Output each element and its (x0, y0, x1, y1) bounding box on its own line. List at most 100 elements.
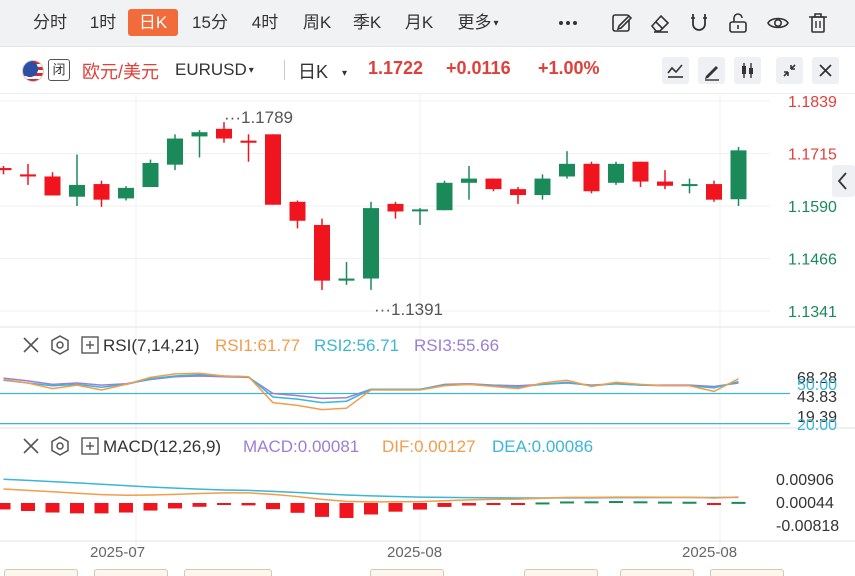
macd-histogram-bar (192, 503, 207, 507)
tab-weekly[interactable]: 周K (302, 13, 332, 32)
bottom-tab[interactable] (620, 569, 694, 576)
rsi-axis-tick: 50.00 (797, 377, 837, 394)
candle-body (412, 209, 428, 212)
bottom-tab-strip (0, 569, 855, 576)
macd-histogram-bar (413, 503, 427, 510)
macd-histogram-bar (707, 503, 721, 505)
eye-icon[interactable] (766, 11, 790, 35)
macd-histogram-bar (584, 501, 599, 504)
rsi-axis-tick: 43.83 (797, 389, 837, 406)
candle-body (559, 163, 575, 177)
rsi1-value: RSI1:61.77 (215, 336, 300, 355)
tab-daily[interactable]: 日K (128, 9, 178, 36)
candle-body (0, 168, 12, 171)
macd-header: MACD(12,26,9) MACD:0.00081 DIF:0.00127 D… (23, 436, 593, 456)
rsi-close-icon[interactable] (23, 337, 39, 353)
price-axis-tick: 1.1590 (788, 199, 837, 216)
macd-histogram-bar (0, 503, 11, 510)
tab-more[interactable]: 更多 ▾ (448, 9, 508, 36)
kline-chart[interactable]: 1.1839 1.1715 1.1590 1.1466 1.1341 68.2850.0… (0, 93, 855, 569)
bottom-tab[interactable] (4, 569, 78, 576)
candle-body (436, 182, 453, 211)
macd-histogram-bar (21, 503, 35, 511)
candle-body (44, 176, 61, 196)
close-icon[interactable] (812, 57, 839, 84)
macd-histogram-bar (658, 501, 672, 504)
macd-histogram-bar (94, 503, 109, 514)
more-icon[interactable] (556, 11, 580, 35)
rsi-expand-icon[interactable] (81, 336, 99, 354)
collapse-icon[interactable] (776, 57, 803, 84)
macd-value: MACD:0.00081 (243, 437, 359, 456)
macd-axis-tick: 0.00906 (776, 472, 834, 489)
candle-body (363, 208, 379, 279)
lock-icon[interactable] (726, 11, 750, 35)
candle-body (338, 278, 355, 281)
tab-monthly[interactable]: 月K (404, 13, 434, 32)
price-change-pct: +1.00% (538, 58, 600, 78)
candle-body (20, 174, 36, 177)
bottom-tab[interactable] (184, 569, 272, 576)
eraser-icon[interactable] (648, 11, 672, 35)
bottom-tab[interactable] (710, 569, 784, 576)
rsi-title: RSI(7,14,21) (103, 336, 199, 355)
rsi2-value: RSI2:56.71 (314, 336, 399, 355)
us-eu-flag-icon (22, 60, 44, 82)
period-selector[interactable]: 日K ▾ (298, 58, 347, 84)
rsi2-line (3, 373, 739, 404)
macd-close-icon[interactable] (23, 438, 39, 454)
candle-body (93, 184, 110, 200)
tab-more-label: 更多 (457, 13, 492, 32)
tab-quarterly[interactable]: 季K (352, 13, 382, 32)
price-axis-tick: 1.1466 (788, 252, 837, 269)
macd-histogram-bar (731, 501, 746, 504)
bottom-tab[interactable] (524, 569, 598, 576)
price-axis-tick: 1.1839 (788, 94, 837, 111)
divider (284, 60, 285, 80)
macd-histogram-bar (535, 502, 550, 505)
candle-body (632, 161, 649, 182)
macd-histogram-bar (633, 501, 648, 504)
tab-15m[interactable]: 15分 (192, 13, 228, 32)
candle-body (216, 128, 232, 139)
tab-1h[interactable]: 1时 (89, 13, 117, 32)
draw-icon[interactable] (610, 11, 634, 35)
candle-body (534, 178, 551, 196)
candle-body (289, 201, 306, 221)
candle-body (730, 150, 747, 200)
symbol-selector[interactable]: EURUSD ▾ (175, 60, 254, 80)
macd-histogram-bar (486, 503, 501, 505)
candle-body (681, 184, 698, 187)
macd-histogram-bar (217, 503, 231, 505)
indicator-icon[interactable] (662, 57, 689, 84)
price-change: +0.0116 (446, 58, 511, 78)
chart-grid (0, 93, 855, 558)
candle-body (583, 163, 600, 192)
macd-histogram-bar (560, 501, 574, 504)
rsi-settings-icon[interactable] (51, 335, 69, 355)
candle-body (387, 203, 404, 212)
candle-body (240, 140, 257, 143)
pen-icon[interactable] (698, 57, 725, 84)
dea-value: DEA:0.00086 (492, 437, 593, 456)
tab-intraday[interactable]: 分时 (33, 13, 67, 32)
macd-axis-tick: -0.00818 (776, 518, 839, 535)
macd-title: MACD(12,26,9) (103, 437, 221, 456)
bottom-tab[interactable] (94, 569, 168, 576)
trash-icon[interactable] (806, 11, 830, 35)
macd-expand-icon[interactable] (81, 437, 99, 455)
candle-body (657, 181, 673, 186)
macd-settings-icon[interactable] (51, 436, 69, 456)
tab-4h[interactable]: 4时 (251, 13, 279, 32)
macd-axis-tick: 0.00044 (776, 495, 834, 512)
side-panel-toggle[interactable] (832, 165, 855, 197)
macd-histogram-bar (70, 503, 84, 514)
chevron-left-icon (837, 172, 847, 190)
candle-body (167, 138, 183, 165)
candle-type-icon[interactable] (734, 57, 761, 84)
symbol-name: 欧元/美元 (82, 62, 160, 82)
candle-body (461, 178, 477, 183)
magnet-icon[interactable] (687, 11, 711, 35)
bottom-tab[interactable] (370, 569, 444, 576)
macd-histogram-bar (290, 503, 305, 513)
